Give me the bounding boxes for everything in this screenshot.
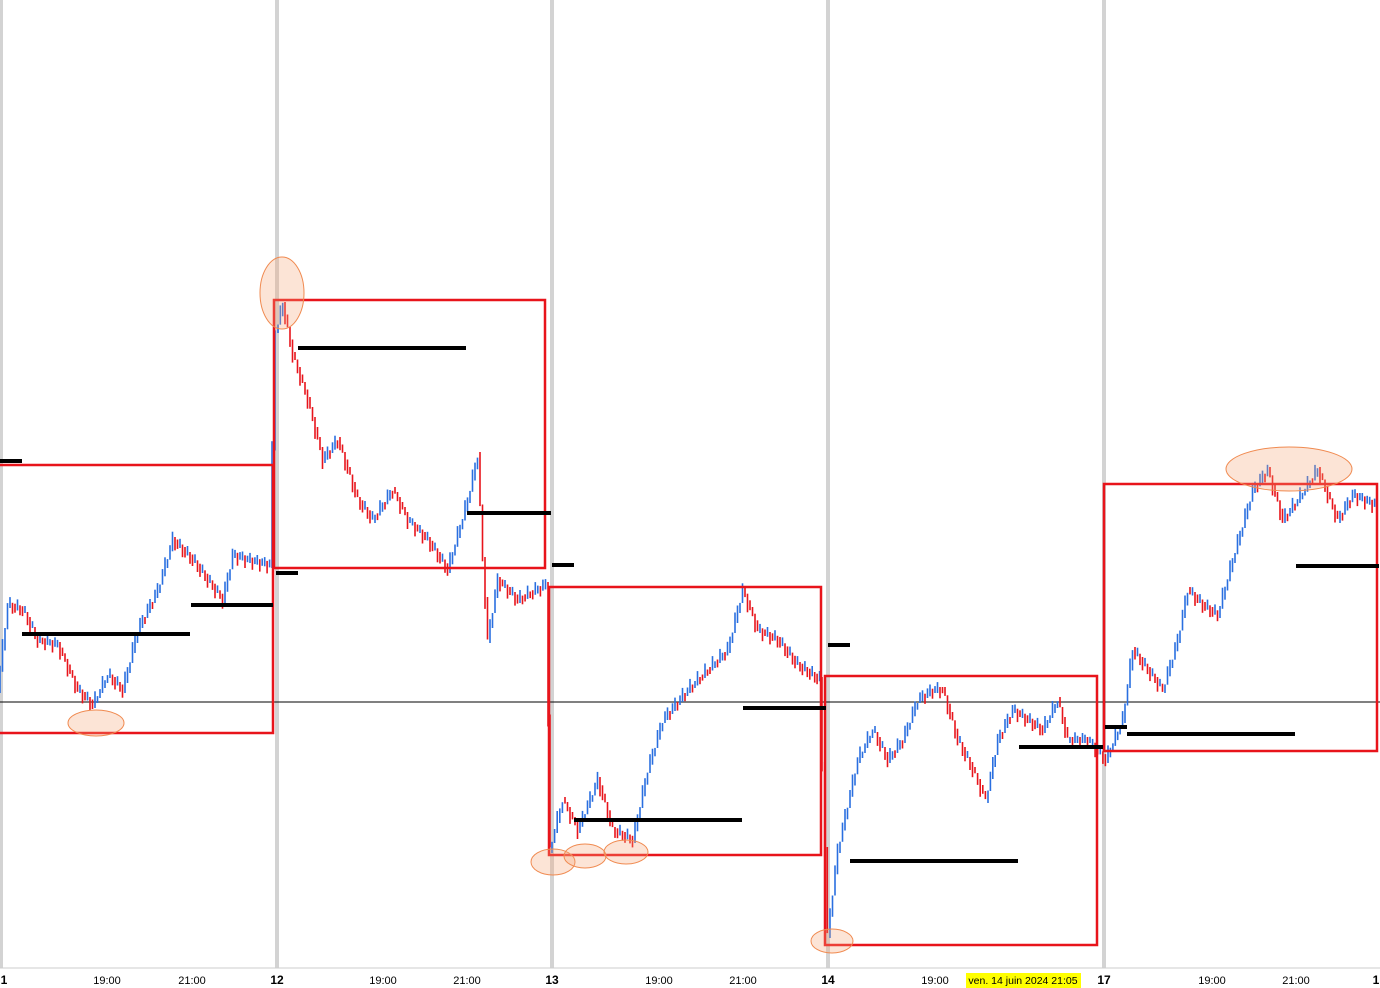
x-tick-label: 21:00 — [729, 975, 757, 987]
x-axis: 1 19:00 21:00 12 19:00 21:00 13 19:00 21… — [1, 973, 1380, 987]
range-box — [823, 674, 1099, 947]
x-tick-label: 14 — [821, 973, 835, 987]
highlights — [67, 256, 1353, 954]
x-tick-label: 1 — [1373, 973, 1380, 987]
x-tick-label: 19:00 — [921, 975, 949, 987]
highlight — [1225, 446, 1353, 492]
x-tick-label: 21:00 — [453, 975, 481, 987]
price-trace — [0, 302, 1376, 938]
range-box — [272, 298, 547, 570]
day-separators — [0, 0, 1106, 968]
x-tick-label: 12 — [270, 973, 284, 987]
x-tick-label: 21:00 — [1282, 975, 1310, 987]
highlight — [67, 709, 125, 737]
range-box — [0, 463, 275, 735]
highlight — [563, 843, 607, 869]
crosshair-label-bg — [966, 973, 1081, 988]
crosshair-label: ven. 14 juin 2024 21:05 — [968, 975, 1077, 987]
x-tick-label: 19:00 — [645, 975, 673, 987]
x-tick-label: 19:00 — [369, 975, 397, 987]
range-box — [1102, 482, 1379, 753]
range-box — [547, 585, 823, 857]
range-boxes — [0, 298, 1379, 947]
x-tick-label: 19:00 — [1198, 975, 1226, 987]
x-tick-label: 21:00 — [178, 975, 206, 987]
x-tick-label: 19:00 — [93, 975, 121, 987]
highlight — [810, 928, 854, 954]
x-tick-label: 1 — [1, 973, 8, 987]
levels — [0, 346, 1379, 863]
highlight — [603, 839, 649, 865]
x-tick-label: 17 — [1097, 973, 1111, 987]
highlight — [259, 256, 305, 330]
x-tick-label: 13 — [545, 973, 559, 987]
